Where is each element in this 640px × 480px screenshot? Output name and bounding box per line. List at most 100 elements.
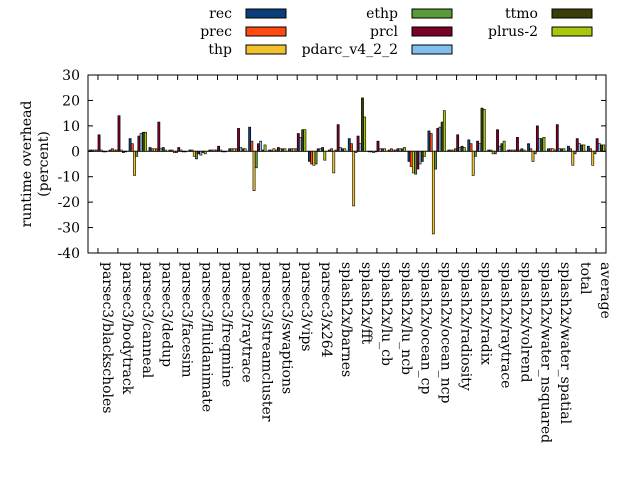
bar-prec-splash2x/fft: [350, 143, 353, 152]
bar-plrus-2-splash2x/raytrace: [502, 140, 506, 152]
bar-ttmo-parsec3/freqmine: [221, 150, 225, 153]
bar-thp-splash2x/ocean_cp: [412, 150, 415, 174]
bar-pdarc_v4_2_2-parsec3/vips: [299, 137, 302, 152]
bar-thp-splash2x/radix: [471, 150, 475, 176]
bar-ethp-splash2x/fft: [354, 150, 358, 153]
bar-rec-splash2x/volrend: [507, 149, 511, 152]
y-axis-label-line-2: (percent): [36, 131, 52, 197]
bar-ttmo-parsec3/canneal: [141, 131, 145, 152]
bar-prcl-splash2x/lu_ncb: [396, 148, 400, 152]
bar-ethp-splash2x/ocean_ncp: [434, 150, 437, 170]
bar-pdarc_v4_2_2-parsec3/swaptions: [279, 148, 282, 152]
bar-prec-splash2x/lu_cb: [369, 150, 373, 153]
bar-thp-average: [591, 150, 595, 166]
bar-prec-parsec3/canneal: [130, 143, 134, 152]
bar-plrus-2-parsec3/streamcluster: [263, 144, 267, 152]
bar-ttmo-splash2x/lu_cb: [380, 148, 384, 152]
bar-pdarc_v4_2_2-parsec3/fluidanimate: [199, 150, 203, 156]
bar-ethp-parsec3/raytrace: [234, 148, 238, 152]
bar-ttmo-parsec3/bodytrack: [121, 150, 125, 153]
bar-prec-parsec3/dedup: [150, 148, 154, 152]
legend-swatch-ethp: [411, 8, 453, 19]
y-tick-label: -40: [57, 246, 80, 262]
bar-rec-splash2x/raytrace: [487, 149, 491, 152]
bar-pdarc_v4_2_2-parsec3/freqmine: [219, 149, 223, 152]
legend-label-thp: thp: [208, 42, 232, 58]
bar-thp-splash2x/lu_cb: [372, 150, 375, 153]
bar-ethp-parsec3/freqmine: [215, 149, 218, 152]
bar-ethp-splash2x/ocean_cp: [414, 150, 418, 175]
bar-ttmo-parsec3/streamcluster: [261, 149, 265, 152]
bar-pdarc_v4_2_2-parsec3/blackscholes: [99, 149, 103, 152]
bar-prec-parsec3/fluidanimate: [190, 149, 194, 152]
bar-plrus-2-parsec3/blackscholes: [104, 150, 108, 153]
bar-plrus-2-average: [602, 144, 606, 152]
bar-prcl-splash2x/ocean_cp: [416, 150, 420, 170]
bar-rec-splash2x/ocean_ncp: [427, 130, 431, 152]
bar-prcl-parsec3/blackscholes: [97, 134, 101, 152]
bar-rec-splash2x/radix: [467, 139, 471, 152]
bar-prcl-parsec3/raytrace: [237, 128, 240, 152]
bar-thp-parsec3/canneal: [133, 150, 136, 176]
bar-pdarc_v4_2_2-average: [597, 143, 601, 152]
bar-ttmo-splash2x/volrend: [520, 148, 524, 152]
bar-prcl-average: [595, 138, 599, 152]
x-tick-label: splash2x/volrend: [517, 262, 533, 383]
bar-prcl-parsec3/freqmine: [217, 145, 221, 152]
x-tick-label: parsec3/dedup: [159, 262, 175, 367]
bar-ethp-parsec3/blackscholes: [95, 149, 99, 152]
bar-ethp-total: [573, 150, 577, 155]
bar-rec-parsec3/facesim: [168, 149, 172, 152]
bar-ttmo-parsec3/fluidanimate: [201, 150, 205, 153]
bar-pdarc_v4_2_2-splash2x/barnes: [338, 147, 342, 152]
bar-ethp-average: [593, 150, 597, 155]
bar-plrus-2-parsec3/x264: [323, 150, 327, 161]
legend-label-ethp: ethp: [366, 6, 398, 22]
bar-ttmo-parsec3/dedup: [161, 147, 165, 152]
y-tick-label: 0: [71, 144, 80, 160]
bar-prec-splash2x/volrend: [509, 149, 513, 152]
bar-thp-splash2x/radiosity: [451, 149, 455, 152]
y-tick-label: -30: [57, 221, 80, 237]
bar-plrus-2-splash2x/water_nsquared: [542, 137, 546, 152]
bar-pdarc_v4_2_2-parsec3/dedup: [159, 148, 163, 152]
legend-swatch-plrus-2: [551, 26, 593, 37]
bar-plrus-2-parsec3/bodytrack: [124, 150, 127, 153]
bar-pdarc_v4_2_2-parsec3/raytrace: [239, 147, 243, 152]
bar-rec-average: [586, 145, 590, 152]
bar-ttmo-splash2x/raytrace: [500, 143, 504, 152]
x-tick-label: average: [597, 262, 613, 319]
bar-ttmo-splash2x/radiosity: [460, 145, 464, 152]
bar-prec-splash2x/ocean_cp: [409, 150, 413, 167]
bar-thp-parsec3/blackscholes: [93, 149, 97, 152]
bar-rec-splash2x/ocean_cp: [407, 150, 411, 162]
bar-ethp-splash2x/lu_cb: [374, 150, 378, 153]
x-tick-label: splash2x/radiosity: [458, 262, 474, 391]
bar-plrus-2-splash2x/radiosity: [462, 147, 466, 152]
bar-pdarc_v4_2_2-splash2x/lu_cb: [378, 148, 382, 152]
x-tick-label: parsec3/x264: [318, 262, 334, 358]
bar-pdarc_v4_2_2-splash2x/lu_ncb: [398, 148, 402, 152]
bar-thp-parsec3/swaptions: [272, 148, 276, 152]
bar-plrus-2-parsec3/dedup: [164, 149, 167, 152]
bar-thp-parsec3/facesim: [172, 150, 176, 153]
bar-plrus-2-parsec3/facesim: [183, 150, 187, 153]
bar-ethp-splash2x/water_nsquared: [533, 150, 537, 155]
bar-ttmo-splash2x/water_spatial: [560, 148, 564, 152]
bar-pdarc_v4_2_2-splash2x/water_nsquared: [538, 138, 541, 152]
bar-prcl-splash2x/radix: [476, 140, 480, 152]
bar-prec-average: [589, 148, 592, 152]
bar-prec-splash2x/water_spatial: [549, 148, 553, 152]
legend-swatch-prec: [245, 26, 287, 37]
bar-pdarc_v4_2_2-splash2x/radix: [478, 143, 482, 152]
bar-plrus-2-parsec3/raytrace: [243, 148, 247, 152]
bar-prec-parsec3/vips: [290, 148, 294, 152]
bar-rec-parsec3/fluidanimate: [188, 149, 192, 152]
bar-ttmo-parsec3/blackscholes: [102, 150, 105, 153]
bar-thp-parsec3/raytrace: [232, 148, 236, 152]
bar-plrus-2-splash2x/barnes: [343, 148, 347, 152]
bar-rec-parsec3/bodytrack: [108, 149, 112, 152]
bar-prec-parsec3/bodytrack: [110, 148, 114, 152]
bar-plrus-2-splash2x/fft: [363, 116, 367, 152]
bar-plrus-2-splash2x/ocean_cp: [423, 150, 426, 157]
